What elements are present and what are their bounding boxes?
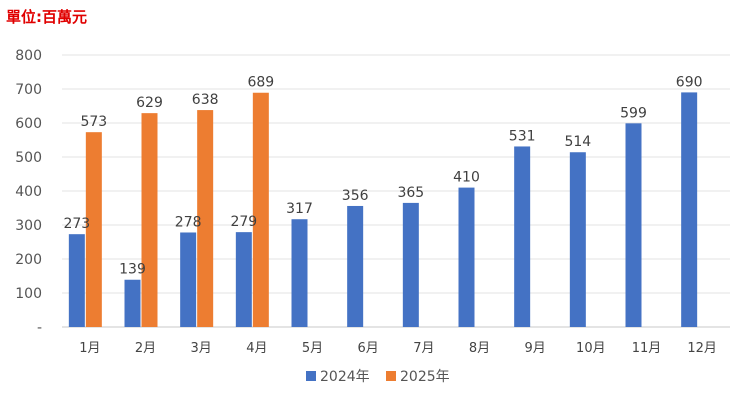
bar-2024年: [402, 202, 419, 327]
x-tick-label: 5月: [302, 341, 323, 356]
x-tick-label: 7月: [413, 341, 434, 356]
data-label: 365: [397, 185, 424, 201]
x-axis-ticks: 1月 2月 3月 4月 5月 6月 7月 8月 9月 10月 11月 12月: [79, 341, 717, 356]
data-label: 410: [453, 170, 480, 186]
data-label: 273: [63, 216, 90, 232]
bar-2024年: [514, 146, 531, 327]
y-tick-label: -: [37, 320, 42, 336]
data-label: 573: [80, 114, 107, 130]
x-tick-label: 9月: [525, 341, 546, 356]
y-tick-label: 200: [15, 252, 42, 268]
bar-2025年: [197, 110, 214, 327]
bar-2024年: [68, 234, 85, 327]
data-label: 279: [230, 214, 257, 230]
bar-2024年: [625, 123, 642, 327]
bar-2024年: [681, 92, 698, 328]
bar-2024年: [235, 232, 252, 327]
bar-2024年: [569, 152, 586, 327]
data-label: 356: [342, 188, 369, 204]
y-tick-label: 300: [15, 218, 42, 234]
y-tick-label: 700: [15, 82, 42, 98]
y-tick-label: 600: [15, 116, 42, 132]
data-label: 317: [286, 201, 313, 217]
legend: 2024年 2025年: [306, 369, 450, 385]
data-label: 690: [676, 74, 703, 90]
bar-2024年: [124, 279, 141, 327]
bar-2024年: [180, 232, 197, 327]
grid-lines: [62, 54, 730, 328]
data-label: 278: [175, 214, 202, 230]
x-tick-label: 2月: [135, 341, 156, 356]
x-tick-label: 12月: [687, 341, 717, 356]
bar-2025年: [252, 92, 269, 328]
data-label: 139: [119, 262, 146, 278]
data-label: 599: [620, 105, 647, 121]
bar-2025年: [85, 132, 102, 327]
data-labels: 273 573 139 629 278 638 279 689 317 356 365 410 531 5…: [63, 74, 702, 277]
x-tick-label: 4月: [246, 341, 267, 356]
y-tick-label: 500: [15, 150, 42, 166]
unit-label: 單位:百萬元: [6, 8, 87, 26]
legend-swatch: [306, 371, 316, 381]
y-tick-label: 100: [15, 286, 42, 302]
x-tick-label: 8月: [469, 341, 490, 356]
bar-2024年: [347, 205, 364, 327]
data-label: 689: [247, 75, 274, 91]
y-tick-label: 400: [15, 184, 42, 200]
bar-2025年: [141, 113, 158, 327]
x-tick-label: 6月: [358, 341, 379, 356]
x-tick-label: 10月: [576, 341, 606, 356]
bars: [68, 92, 698, 328]
data-label: 531: [509, 128, 536, 144]
bar-2024年: [291, 219, 308, 327]
y-axis-ticks: - 100 200 300 400 500 600 700 800: [15, 48, 42, 336]
legend-label: 2024年: [320, 369, 370, 385]
x-tick-label: 3月: [191, 341, 212, 356]
y-tick-label: 800: [15, 48, 42, 64]
legend-label: 2025年: [400, 369, 450, 385]
bar-2024年: [458, 187, 475, 327]
data-label: 514: [564, 134, 591, 150]
legend-swatch: [386, 371, 396, 381]
x-tick-label: 11月: [632, 341, 662, 356]
data-label: 638: [192, 92, 219, 108]
x-tick-label: 1月: [79, 341, 100, 356]
data-label: 629: [136, 95, 163, 111]
